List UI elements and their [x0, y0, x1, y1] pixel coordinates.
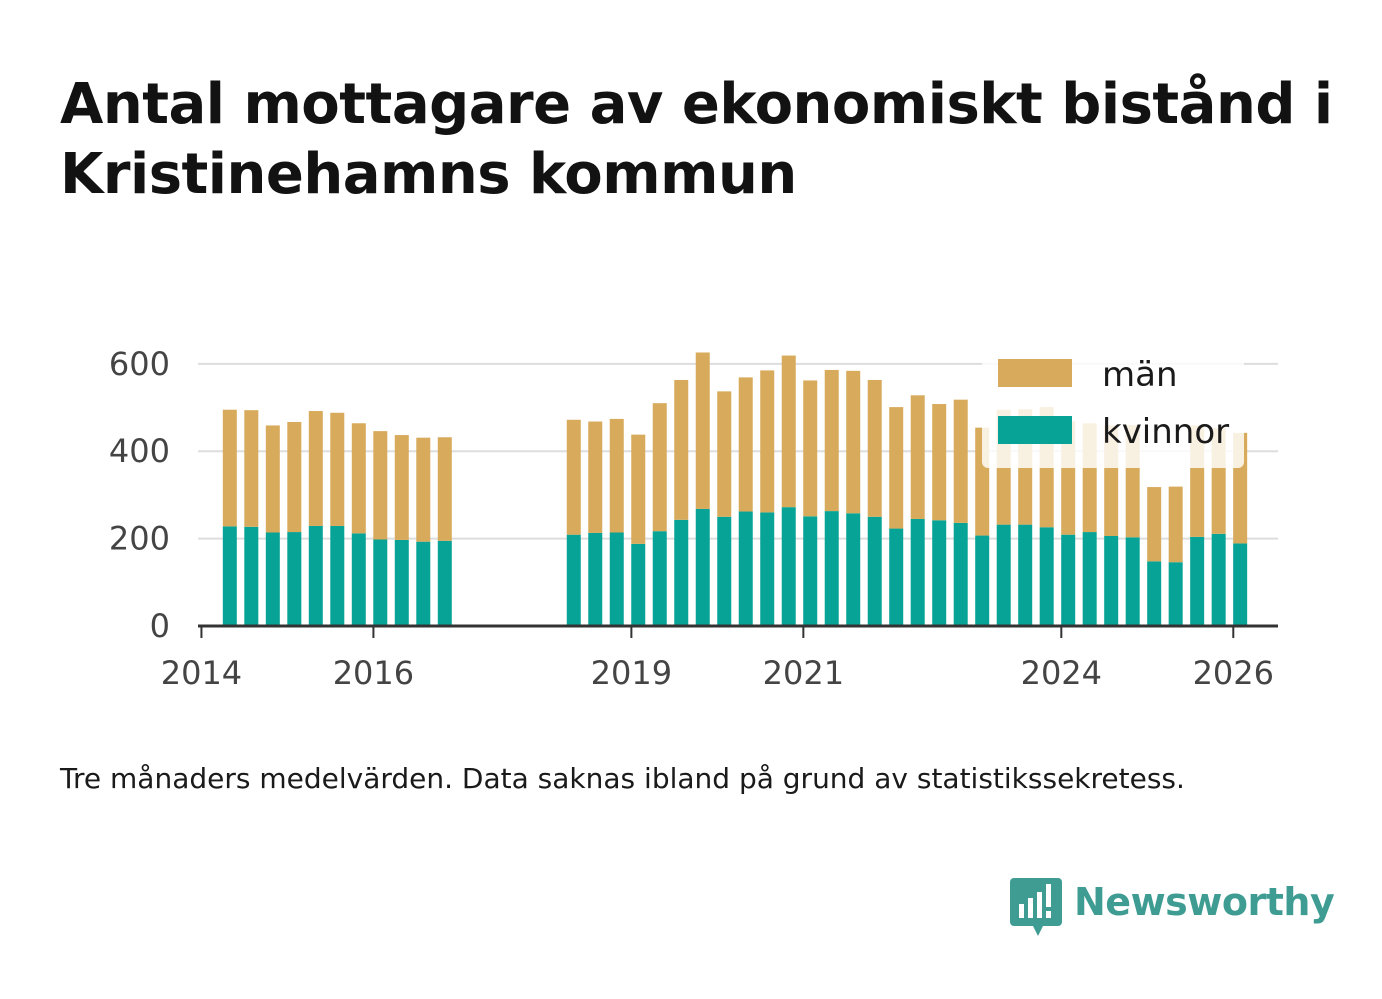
bar-man [351, 423, 366, 534]
x-tick-label: 2016 [333, 654, 414, 692]
x-tick-label: 2026 [1193, 654, 1274, 692]
bar-kvinnor [222, 526, 237, 626]
bar-kvinnor [1018, 524, 1033, 626]
bar-man [373, 431, 388, 540]
bar-kvinnor [373, 539, 388, 626]
bar-man [932, 404, 947, 521]
bar-man [953, 399, 968, 523]
bar-kvinnor [1104, 535, 1119, 626]
bar-kvinnor [781, 507, 796, 626]
bar-man [717, 391, 732, 517]
bar-man [265, 425, 280, 533]
bar-kvinnor [566, 534, 581, 626]
bar-kvinnor [695, 508, 710, 626]
bar-man [738, 377, 753, 512]
y-axis-labels: 0 200 400 600 [109, 345, 170, 645]
bar-kvinnor [1061, 534, 1076, 626]
bar-man [330, 412, 345, 526]
legend-label-kvinnor: kvinnor [1102, 412, 1229, 452]
legend-swatch-kvinnor [998, 416, 1072, 444]
bar-kvinnor [1211, 533, 1226, 626]
bar-kvinnor [287, 532, 302, 626]
bar-kvinnor [631, 543, 646, 626]
bar-kvinnor [609, 532, 624, 626]
bar-kvinnor [1082, 532, 1097, 626]
bar-man [566, 419, 581, 535]
bar-kvinnor [308, 525, 323, 626]
bar-man [889, 407, 904, 529]
bar-man [781, 355, 796, 508]
caption: Tre månaders medelvärden. Data saknas ib… [60, 762, 1185, 795]
bar-man [308, 411, 323, 526]
x-axis-ticks: 2014 2016 2019 2021 2024 2026 [161, 626, 1274, 692]
bar-kvinnor [1125, 537, 1140, 626]
bar-kvinnor [824, 511, 839, 626]
y-tick-label: 200 [109, 520, 170, 558]
bar-man [222, 409, 237, 527]
bar-man [588, 421, 603, 533]
x-tick-label: 2019 [591, 654, 672, 692]
bar-kvinnor [265, 532, 280, 626]
x-tick-label: 2014 [161, 654, 242, 692]
y-tick-label: 0 [150, 607, 170, 645]
bar-kvinnor [932, 520, 947, 626]
bar-kvinnor [803, 516, 818, 626]
legend: män kvinnor [982, 342, 1244, 468]
bar-kvinnor [738, 511, 753, 626]
bar-man [674, 380, 689, 520]
bar-kvinnor [1147, 561, 1162, 626]
bar-man [760, 370, 775, 513]
legend-label-man: män [1102, 355, 1178, 395]
bar-kvinnor [244, 526, 259, 626]
bar-kvinnor [717, 516, 732, 626]
bar-man [631, 434, 646, 544]
bar-kvinnor [867, 516, 882, 626]
bar-kvinnor [1168, 562, 1183, 626]
x-tick-label: 2021 [763, 654, 844, 692]
bar-man [1147, 487, 1162, 562]
y-tick-label: 400 [109, 432, 170, 470]
bar-kvinnor [889, 528, 904, 626]
bar-man [695, 352, 710, 509]
brand-name: Newsworthy [1074, 880, 1335, 924]
newsworthy-logo-icon [1010, 878, 1062, 936]
bar-kvinnor [760, 512, 775, 626]
bar-man [394, 435, 409, 540]
bar-kvinnor [846, 513, 861, 626]
bar-man [287, 421, 302, 533]
bar-kvinnor [910, 518, 925, 626]
bar-kvinnor [1190, 536, 1205, 626]
bar-kvinnor [996, 524, 1011, 626]
bar-kvinnor [437, 540, 452, 626]
bar-kvinnor [1233, 543, 1248, 626]
bar-man [244, 410, 259, 527]
bar-man [609, 418, 624, 533]
bar-man [416, 437, 431, 542]
bar-kvinnor [330, 525, 345, 626]
bar-man [846, 370, 861, 514]
bar-kvinnor [674, 519, 689, 626]
bar-man [1168, 486, 1183, 563]
bar-kvinnor [351, 533, 366, 626]
legend-swatch-man [998, 359, 1072, 387]
bars [222, 352, 1248, 626]
brand-logo[interactable]: Newsworthy [1010, 878, 1335, 942]
bar-kvinnor [416, 541, 431, 626]
bar-man [437, 437, 452, 541]
bar-kvinnor [953, 522, 968, 626]
bar-kvinnor [588, 532, 603, 626]
y-tick-label: 600 [109, 345, 170, 383]
bar-man [824, 369, 839, 512]
bar-kvinnor [394, 539, 409, 626]
bar-man [910, 395, 925, 519]
bar-man [803, 380, 818, 517]
bar-kvinnor [652, 531, 667, 626]
page-title: Antal mottagare av ekonomiskt bistånd i … [60, 72, 1333, 207]
bar-kvinnor [975, 535, 990, 626]
x-tick-label: 2024 [1021, 654, 1102, 692]
bar-kvinnor [1039, 527, 1054, 626]
bar-man [867, 380, 882, 517]
bar-man [652, 403, 667, 532]
